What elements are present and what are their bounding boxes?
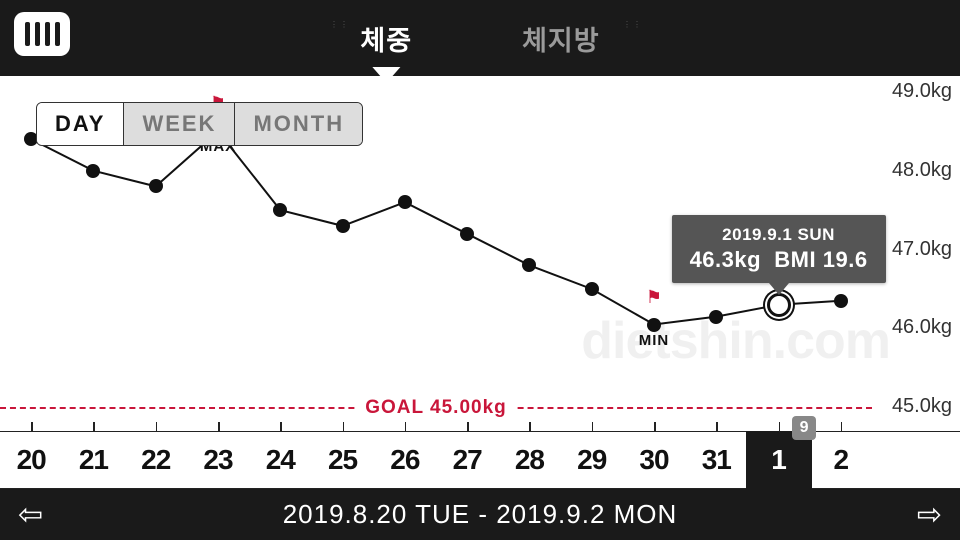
- data-point[interactable]: [273, 203, 287, 217]
- bottom-bar: ⇦ 2019.8.20 TUE - 2019.9.2 MON ⇨: [0, 489, 960, 540]
- x-tick[interactable]: 28: [498, 432, 560, 488]
- tab-weight[interactable]: 체중: [360, 19, 412, 58]
- x-axis: 202122232425262728293031192: [0, 431, 960, 489]
- data-point[interactable]: [522, 258, 536, 272]
- datapoint-tooltip: 2019.9.1 SUN 46.3kg BMI 19.6: [672, 215, 886, 283]
- x-tick[interactable]: 26: [374, 432, 436, 488]
- data-point[interactable]: [709, 310, 723, 324]
- data-point[interactable]: [585, 282, 599, 296]
- metric-tabs: 체중 체지방: [360, 19, 599, 58]
- seg-week[interactable]: WEEK: [123, 103, 234, 145]
- data-point[interactable]: [336, 219, 350, 233]
- time-range-segmented: DAY WEEK MONTH: [36, 102, 363, 146]
- prev-range-button[interactable]: ⇦: [18, 497, 43, 532]
- y-tick-label: 46.0kg: [892, 316, 952, 339]
- x-tick[interactable]: 2: [810, 432, 872, 488]
- x-tick[interactable]: 22: [125, 432, 187, 488]
- x-tick[interactable]: 31: [685, 432, 747, 488]
- x-tick[interactable]: 19: [748, 432, 810, 488]
- seg-day[interactable]: DAY: [37, 103, 123, 145]
- x-tick[interactable]: 30: [623, 432, 685, 488]
- tooltip-values: 46.3kg BMI 19.6: [690, 247, 868, 273]
- x-tick[interactable]: 25: [312, 432, 374, 488]
- data-point[interactable]: [460, 227, 474, 241]
- app-logo: [14, 12, 70, 56]
- y-tick-label: 47.0kg: [892, 238, 952, 261]
- min-marker: ⚑MIN: [639, 301, 670, 349]
- tab-bodyfat[interactable]: 체지방: [522, 19, 600, 58]
- data-point[interactable]: [149, 179, 163, 193]
- data-point[interactable]: [86, 164, 100, 178]
- y-tick-label: 48.0kg: [892, 159, 952, 182]
- x-tick[interactable]: 20: [0, 432, 62, 488]
- x-tick[interactable]: 27: [436, 432, 498, 488]
- decorative-dots: ⋮⋮: [330, 20, 350, 30]
- y-tick-label: 49.0kg: [892, 80, 952, 103]
- decorative-dots: ⋮⋮: [623, 20, 643, 30]
- x-tick[interactable]: 23: [187, 432, 249, 488]
- chart-area: DAY WEEK MONTH ⚑MAX⚑MIN 49.0kg48.0kg47.0…: [0, 76, 960, 431]
- x-tick[interactable]: 29: [561, 432, 623, 488]
- y-tick-label: 45.0kg: [892, 395, 952, 418]
- data-point[interactable]: [398, 195, 412, 209]
- x-tick[interactable]: 21: [62, 432, 124, 488]
- top-bar: ⋮⋮ 체중 체지방 ⋮⋮: [0, 0, 960, 76]
- date-range-label: 2019.8.20 TUE - 2019.9.2 MON: [283, 499, 678, 530]
- next-range-button[interactable]: ⇨: [917, 497, 942, 532]
- x-tick[interactable]: 24: [249, 432, 311, 488]
- data-point[interactable]: [834, 294, 848, 308]
- seg-month[interactable]: MONTH: [234, 103, 362, 145]
- data-point[interactable]: [767, 293, 791, 317]
- tooltip-date: 2019.9.1 SUN: [690, 225, 868, 245]
